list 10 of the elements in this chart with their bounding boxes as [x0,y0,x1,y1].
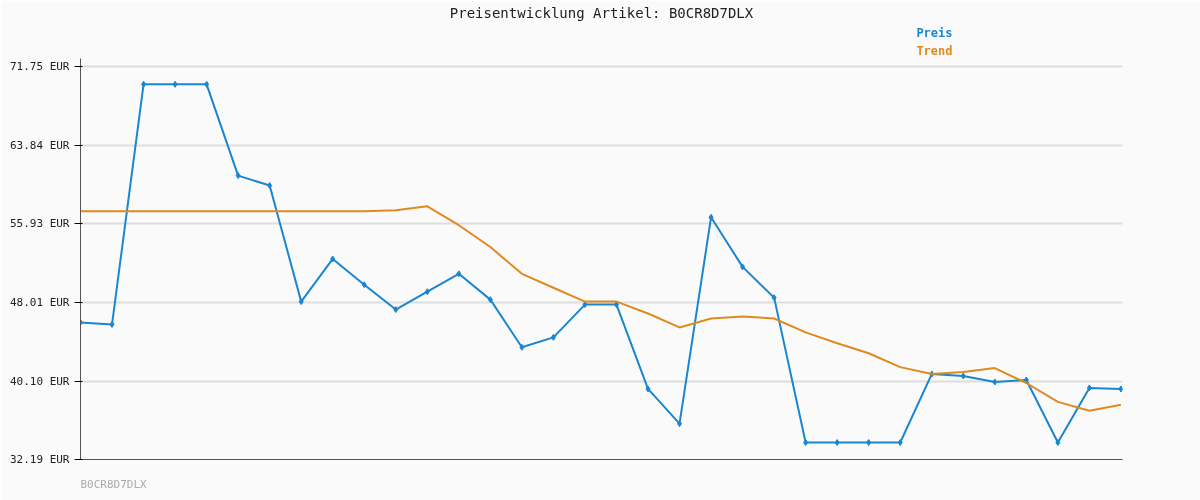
text: Preis [916,25,953,40]
text: Trend [916,43,953,58]
text: B0CR8D7DLX [80,477,148,491]
y-tick-label: 63.84 EUR [9,138,70,152]
y-tick-label: 40.10 EUR [9,374,70,388]
y-tick-label: 71.75 EUR [9,60,70,74]
y-tick-label: 55.93 EUR [9,217,70,231]
y-tick-label: 32.19 EUR [9,453,70,466]
chart-title: Preisentwicklung Artikel: B0CR8D7DLX [449,4,754,21]
y-tick-label: 48.01 EUR [9,296,70,310]
